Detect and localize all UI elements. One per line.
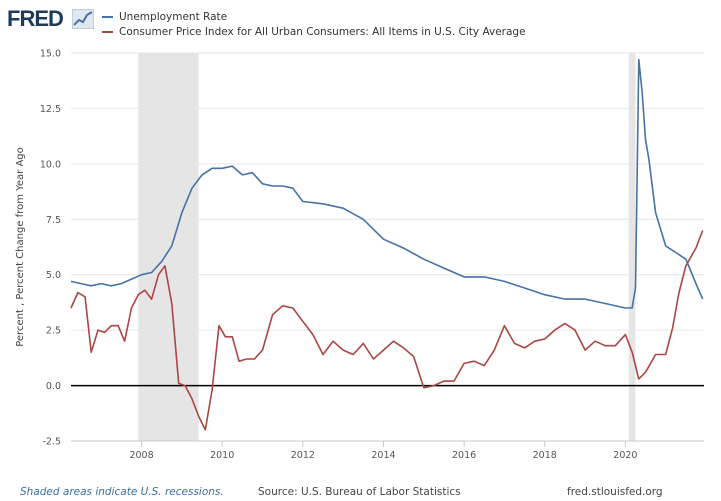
y-tick-label: 2.5 (46, 326, 61, 337)
fred-chart-logo-icon (72, 9, 94, 29)
legend-item-unemployment[interactable]: Unemployment Rate (102, 9, 526, 24)
recession-band (628, 53, 636, 441)
legend-swatch-blue (102, 15, 113, 18)
line-chart: -2.5 0.0 2.5 5.0 7.5 10.0 12.5 15.0 2008 2010 2012… (15, 49, 704, 461)
fred-logo[interactable]: FRED (7, 6, 64, 31)
chart-footer: Shaded areas indicate U.S. recessions. S… (0, 482, 721, 501)
y-tick-label: 7.5 (46, 215, 61, 226)
x-tick-label: 2020 (613, 450, 637, 461)
unemployment-rate-line[interactable] (70, 58, 704, 309)
fred-url-link[interactable]: fred.stlouisfed.org (567, 486, 663, 498)
y-tick-label: 5.0 (46, 270, 61, 281)
x-tick-label: 2018 (533, 450, 557, 461)
y-tick-label: 10.0 (40, 159, 61, 170)
chart-header: FRED Unemployment Rate Consumer Price In… (0, 0, 721, 50)
legend-label: Unemployment Rate (119, 10, 228, 23)
recession-note: Shaded areas indicate U.S. recessions. (20, 486, 224, 498)
legend-item-cpi[interactable]: Consumer Price Index for All Urban Consu… (102, 24, 526, 39)
legend-swatch-red (102, 30, 113, 33)
x-tick-label: 2014 (371, 450, 395, 461)
y-tick-label: 12.5 (40, 104, 61, 115)
x-tick-label: 2016 (452, 450, 476, 461)
y-tick-label: 15.0 (40, 49, 61, 60)
x-tick-label: 2012 (291, 450, 315, 461)
y-axis-label: Percent , Percent Change from Year Ago (15, 147, 26, 347)
y-tick-label: 0.0 (46, 381, 61, 392)
x-tick-label: 2008 (129, 450, 153, 461)
x-tick-label: 2010 (210, 450, 234, 461)
cpi-line[interactable] (70, 230, 704, 431)
recession-band (138, 53, 199, 441)
source-credit: Source: U.S. Bureau of Labor Statistics (258, 486, 461, 498)
legend-label: Consumer Price Index for All Urban Consu… (119, 25, 526, 38)
chart-legend: Unemployment Rate Consumer Price Index f… (102, 9, 526, 39)
y-tick-label: -2.5 (42, 437, 61, 448)
